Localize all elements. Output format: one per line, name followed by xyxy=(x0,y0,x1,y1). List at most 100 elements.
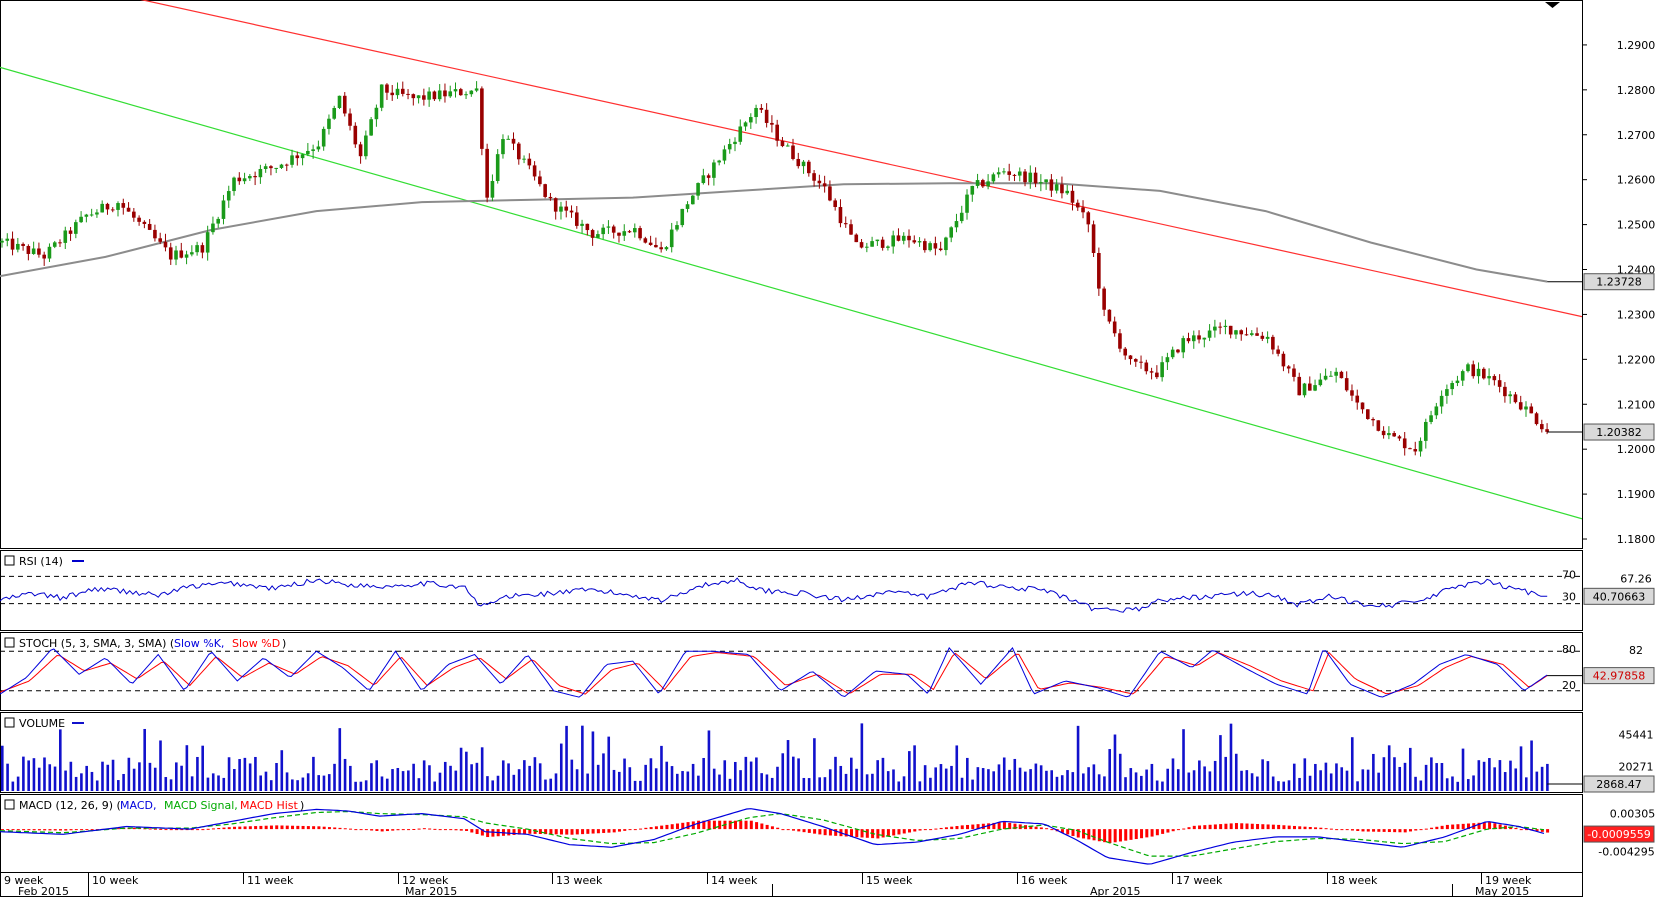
rsi-pane[interactable]: 70 30 RSI (14) 67.26 40.70663 xyxy=(0,555,1655,613)
volume-bar xyxy=(1535,771,1539,791)
volume-pane[interactable]: VOLUME 45441 20271 2868.47 xyxy=(1,717,1655,793)
macd-hist-bar xyxy=(739,820,743,830)
macd-hist-bar xyxy=(1424,828,1428,830)
candle xyxy=(1387,426,1391,440)
volume-bar xyxy=(343,758,347,791)
candle-body xyxy=(400,88,405,94)
candle-body xyxy=(833,200,837,208)
candle-body xyxy=(1497,380,1502,387)
pane-title: RSI (14) xyxy=(19,555,63,568)
candle xyxy=(954,213,959,233)
volume-bar xyxy=(512,774,516,791)
macd-hist-bar xyxy=(733,820,737,830)
macd-hist-bar xyxy=(765,824,769,830)
candle-body xyxy=(611,226,616,233)
candle xyxy=(443,83,447,103)
ma-value-label: 1.23728 xyxy=(1596,276,1642,289)
candle-body xyxy=(1365,409,1370,419)
volume-bar xyxy=(881,757,885,791)
macd-hist-bar xyxy=(1203,825,1207,830)
candle xyxy=(390,84,395,101)
candle xyxy=(337,95,342,110)
volume-bar xyxy=(1414,776,1417,791)
y-tick-label: 1.2300 xyxy=(1617,308,1655,321)
volume-bar xyxy=(839,765,843,791)
candle xyxy=(89,208,94,217)
volume-bar xyxy=(1219,735,1222,791)
volume-bar xyxy=(960,777,964,791)
candle xyxy=(1329,370,1333,377)
week-label: 13 week xyxy=(556,874,603,887)
macd-hist-bar xyxy=(148,828,152,830)
macd-hist-bar xyxy=(850,829,854,837)
candle-body xyxy=(1424,421,1428,441)
volume-bar xyxy=(1461,748,1465,791)
volume-bar xyxy=(570,759,574,791)
candle xyxy=(1450,380,1454,396)
candle-body xyxy=(970,185,975,195)
volume-bar xyxy=(412,763,415,791)
week-label: 14 week xyxy=(711,874,758,887)
main-price-pane[interactable]: 1.29001.28001.27001.26001.25001.24001.23… xyxy=(0,0,1655,546)
candle-body xyxy=(928,243,932,251)
candle-body xyxy=(1323,375,1328,380)
candle xyxy=(1276,345,1280,357)
candle-body xyxy=(1344,378,1349,391)
macd-hist-bar xyxy=(1292,825,1296,830)
candle-body xyxy=(168,247,173,260)
candle xyxy=(485,143,489,203)
candle xyxy=(627,229,632,233)
candle xyxy=(1181,335,1186,359)
candle xyxy=(342,92,347,117)
candle xyxy=(474,81,479,93)
scroll-marker-icon[interactable] xyxy=(1545,2,1560,8)
last-price-label: 1.20382 xyxy=(1596,426,1642,439)
candle xyxy=(1213,319,1217,338)
volume-bar xyxy=(981,768,985,791)
stoch-pane[interactable]: 80 20 STOCH (5, 3, SMA, 3, SMA) (Slow %K, S… xyxy=(0,637,1655,698)
volume-bar xyxy=(939,764,943,791)
volume-bar xyxy=(702,757,705,791)
candle xyxy=(110,207,115,213)
pane-close-icon xyxy=(4,637,15,648)
volume-bar xyxy=(1256,776,1259,791)
volume-bar xyxy=(828,769,832,791)
candle-body xyxy=(353,125,358,145)
volume-bar xyxy=(871,773,874,791)
volume-bar xyxy=(1514,768,1518,791)
candle xyxy=(116,201,120,217)
volume-bar xyxy=(1488,758,1491,791)
candle-body xyxy=(991,174,996,182)
macd-pane[interactable]: MACD (12, 26, 9) (MACD, MACD Signal, MACD … xyxy=(0,799,1655,865)
candle xyxy=(675,221,679,232)
candle-body xyxy=(1218,326,1222,328)
candle xyxy=(211,216,215,235)
volume-bar xyxy=(238,759,241,791)
candle-body xyxy=(1197,335,1201,340)
macd-hist-bar xyxy=(1419,829,1423,831)
candle-body xyxy=(1118,333,1122,349)
volume-bar xyxy=(1029,769,1032,791)
macd-hist-bar xyxy=(1509,826,1513,830)
candle-body xyxy=(1524,406,1528,410)
macd-hist-bar xyxy=(338,827,342,830)
macd-hist-bar xyxy=(417,828,421,830)
pane-border-main xyxy=(0,0,1583,549)
volume-bar xyxy=(1013,758,1017,791)
candle-body xyxy=(427,91,431,100)
candle-body xyxy=(1387,433,1391,436)
candle xyxy=(743,121,748,131)
macd-hist-bar xyxy=(1071,829,1075,836)
candle xyxy=(480,86,484,156)
candle-body xyxy=(1070,190,1075,203)
candle xyxy=(1128,355,1133,365)
volume-bar xyxy=(586,773,589,791)
candle xyxy=(506,135,511,140)
rsi-last-label: 40.70663 xyxy=(1593,590,1646,603)
stoch-legend-k: Slow %K, xyxy=(174,637,224,650)
macd-hist-bar xyxy=(1134,829,1138,840)
macd-hist-bar xyxy=(702,820,706,830)
candle-body xyxy=(754,107,758,118)
volume-bar xyxy=(391,769,394,791)
volume-bar xyxy=(523,760,526,791)
